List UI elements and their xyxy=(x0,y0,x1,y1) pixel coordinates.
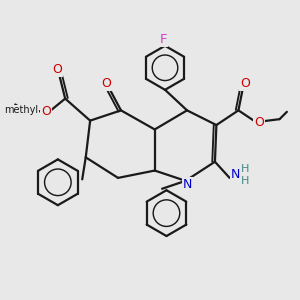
Text: methyl: methyl xyxy=(4,105,38,116)
Text: O: O xyxy=(254,116,264,129)
Text: O: O xyxy=(240,76,250,90)
Text: H: H xyxy=(241,176,249,186)
Text: O: O xyxy=(41,105,51,118)
Text: N: N xyxy=(183,178,193,191)
Text: O: O xyxy=(101,76,111,90)
Text: O: O xyxy=(52,63,62,76)
Text: N: N xyxy=(231,168,240,181)
Text: H: H xyxy=(241,164,249,174)
Text: F: F xyxy=(160,33,167,46)
